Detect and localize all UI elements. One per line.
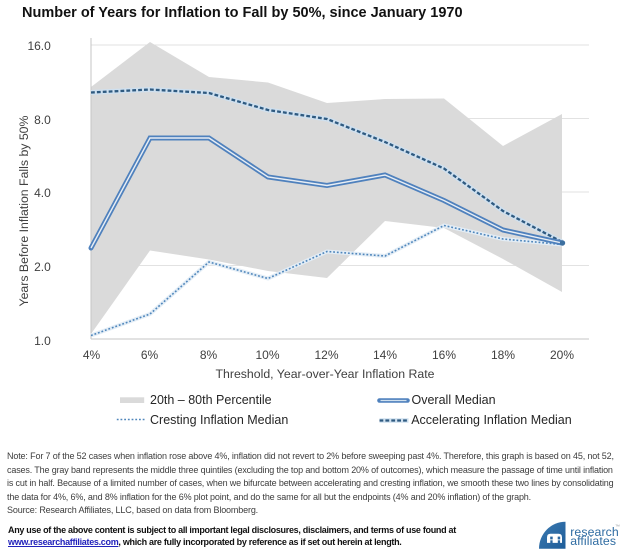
svg-text:research: research bbox=[570, 525, 619, 539]
svg-text:™: ™ bbox=[615, 524, 620, 530]
svg-text:affiliates: affiliates bbox=[570, 534, 616, 548]
